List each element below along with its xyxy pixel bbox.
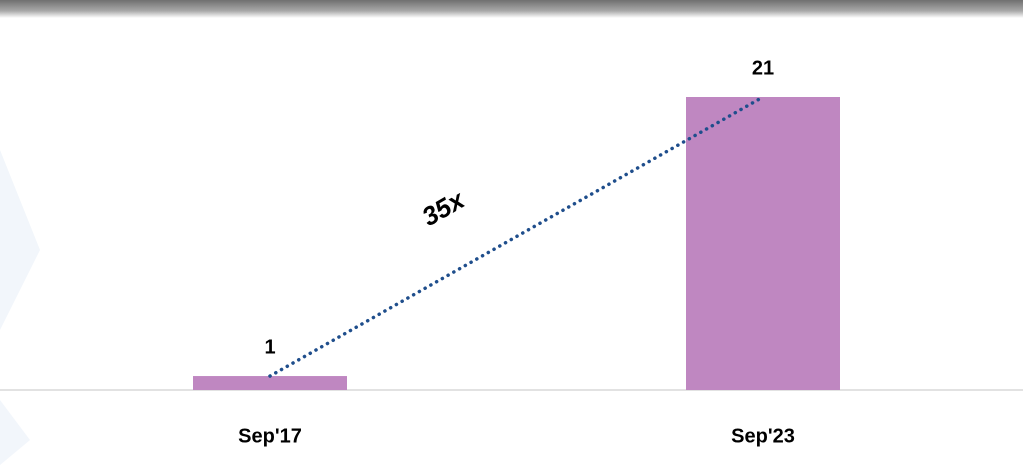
top-band bbox=[0, 0, 1023, 18]
bar bbox=[686, 97, 840, 390]
data-label: 21 bbox=[752, 57, 774, 79]
background-shape bbox=[0, 150, 40, 330]
annotation: 35x bbox=[417, 184, 471, 232]
bar bbox=[193, 376, 347, 390]
trend-line bbox=[268, 95, 765, 378]
background-shape bbox=[0, 400, 30, 465]
x-tick-label: Sep'23 bbox=[731, 425, 795, 447]
x-tick-label: Sep'17 bbox=[238, 425, 302, 447]
data-label: 1 bbox=[264, 336, 275, 358]
